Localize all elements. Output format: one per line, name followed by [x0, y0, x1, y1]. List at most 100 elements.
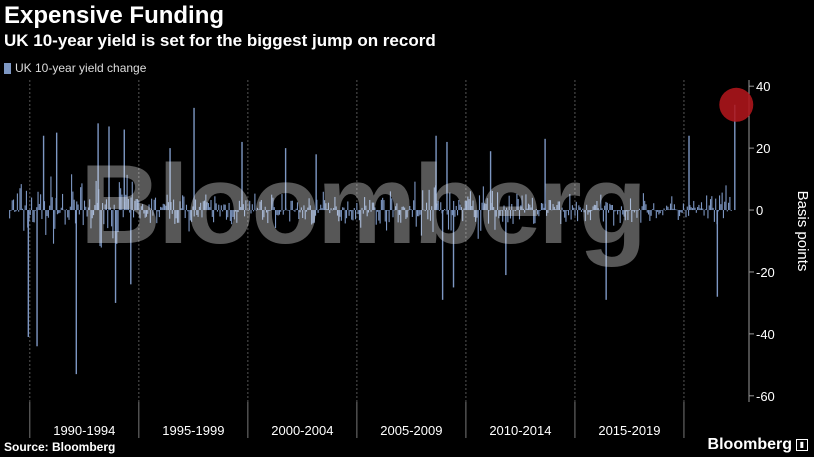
bar [262, 210, 264, 220]
bar [129, 210, 131, 213]
bar [371, 202, 373, 211]
bar [196, 210, 198, 216]
bar [216, 210, 219, 212]
bar [429, 210, 431, 221]
bar [139, 210, 141, 219]
bar [713, 210, 715, 222]
bar [592, 206, 594, 211]
bar [148, 204, 150, 211]
bar [81, 183, 83, 211]
bar-spike [446, 141, 448, 211]
bar [717, 210, 719, 212]
bar [214, 196, 216, 211]
bar [531, 197, 533, 211]
bar [629, 198, 632, 211]
bar [355, 210, 357, 220]
bar [708, 205, 710, 211]
bar [78, 210, 80, 215]
bar [637, 210, 639, 211]
bar [291, 200, 293, 211]
bar [182, 195, 184, 211]
bar-spike [284, 148, 287, 211]
bar [378, 210, 380, 221]
bar [171, 210, 173, 214]
bar [307, 207, 309, 211]
bar [561, 207, 563, 211]
bar [192, 206, 194, 211]
bar [184, 210, 186, 219]
bar [498, 210, 500, 219]
bar [264, 206, 266, 211]
bar [32, 210, 34, 223]
bar-spike [489, 151, 492, 211]
bar [684, 209, 686, 211]
bar [415, 210, 417, 227]
bar [495, 210, 497, 217]
bar [187, 210, 189, 212]
bar [156, 210, 158, 224]
bar [564, 210, 566, 218]
bar [608, 210, 610, 213]
bar [654, 210, 656, 211]
bar [553, 206, 555, 211]
bar [352, 210, 354, 221]
bar [127, 198, 129, 211]
x-tick-label: 1990-1994 [53, 423, 115, 438]
bar [524, 210, 526, 213]
bar [700, 202, 703, 211]
bar [25, 190, 27, 211]
bar [260, 200, 262, 211]
bar [200, 202, 202, 211]
bar [631, 210, 633, 222]
bar [423, 209, 425, 211]
bar [263, 210, 265, 218]
bar [725, 185, 727, 211]
bar [406, 210, 408, 218]
bar [277, 210, 279, 216]
bar [95, 180, 97, 211]
bar [516, 193, 518, 211]
bar [451, 210, 453, 216]
bar [240, 207, 242, 211]
bar [499, 210, 501, 216]
bar [533, 210, 535, 224]
brand-logo: Bloomberg ▮ [708, 436, 808, 454]
bar [627, 210, 629, 221]
bar [107, 210, 109, 229]
bar [320, 204, 322, 211]
bar [395, 206, 397, 211]
bar [15, 210, 17, 212]
bar [317, 210, 319, 213]
bar [125, 194, 127, 211]
bar [220, 205, 222, 211]
bar [276, 210, 278, 215]
bar [682, 203, 684, 211]
bar [618, 210, 620, 212]
bar [77, 204, 79, 211]
bar [251, 204, 253, 211]
bar [265, 210, 268, 213]
bar [149, 210, 151, 223]
bar [147, 210, 149, 214]
bar-spike [27, 210, 30, 337]
bar [535, 209, 537, 211]
bar [614, 210, 616, 212]
bar [587, 210, 589, 215]
bar [580, 210, 582, 212]
bar [364, 197, 366, 211]
bar [596, 201, 598, 211]
x-tick-label: 1995-1999 [162, 423, 224, 438]
bar [360, 210, 362, 228]
bar [325, 203, 327, 211]
bar [578, 205, 580, 211]
y-tick-label: -60 [756, 389, 775, 404]
bar [512, 210, 514, 224]
bar [11, 200, 13, 211]
bar [369, 199, 371, 211]
bar [130, 197, 132, 211]
bar-spike [114, 210, 117, 303]
bar [33, 210, 35, 223]
bar [198, 206, 200, 211]
bar [628, 210, 630, 211]
bar [244, 210, 246, 217]
